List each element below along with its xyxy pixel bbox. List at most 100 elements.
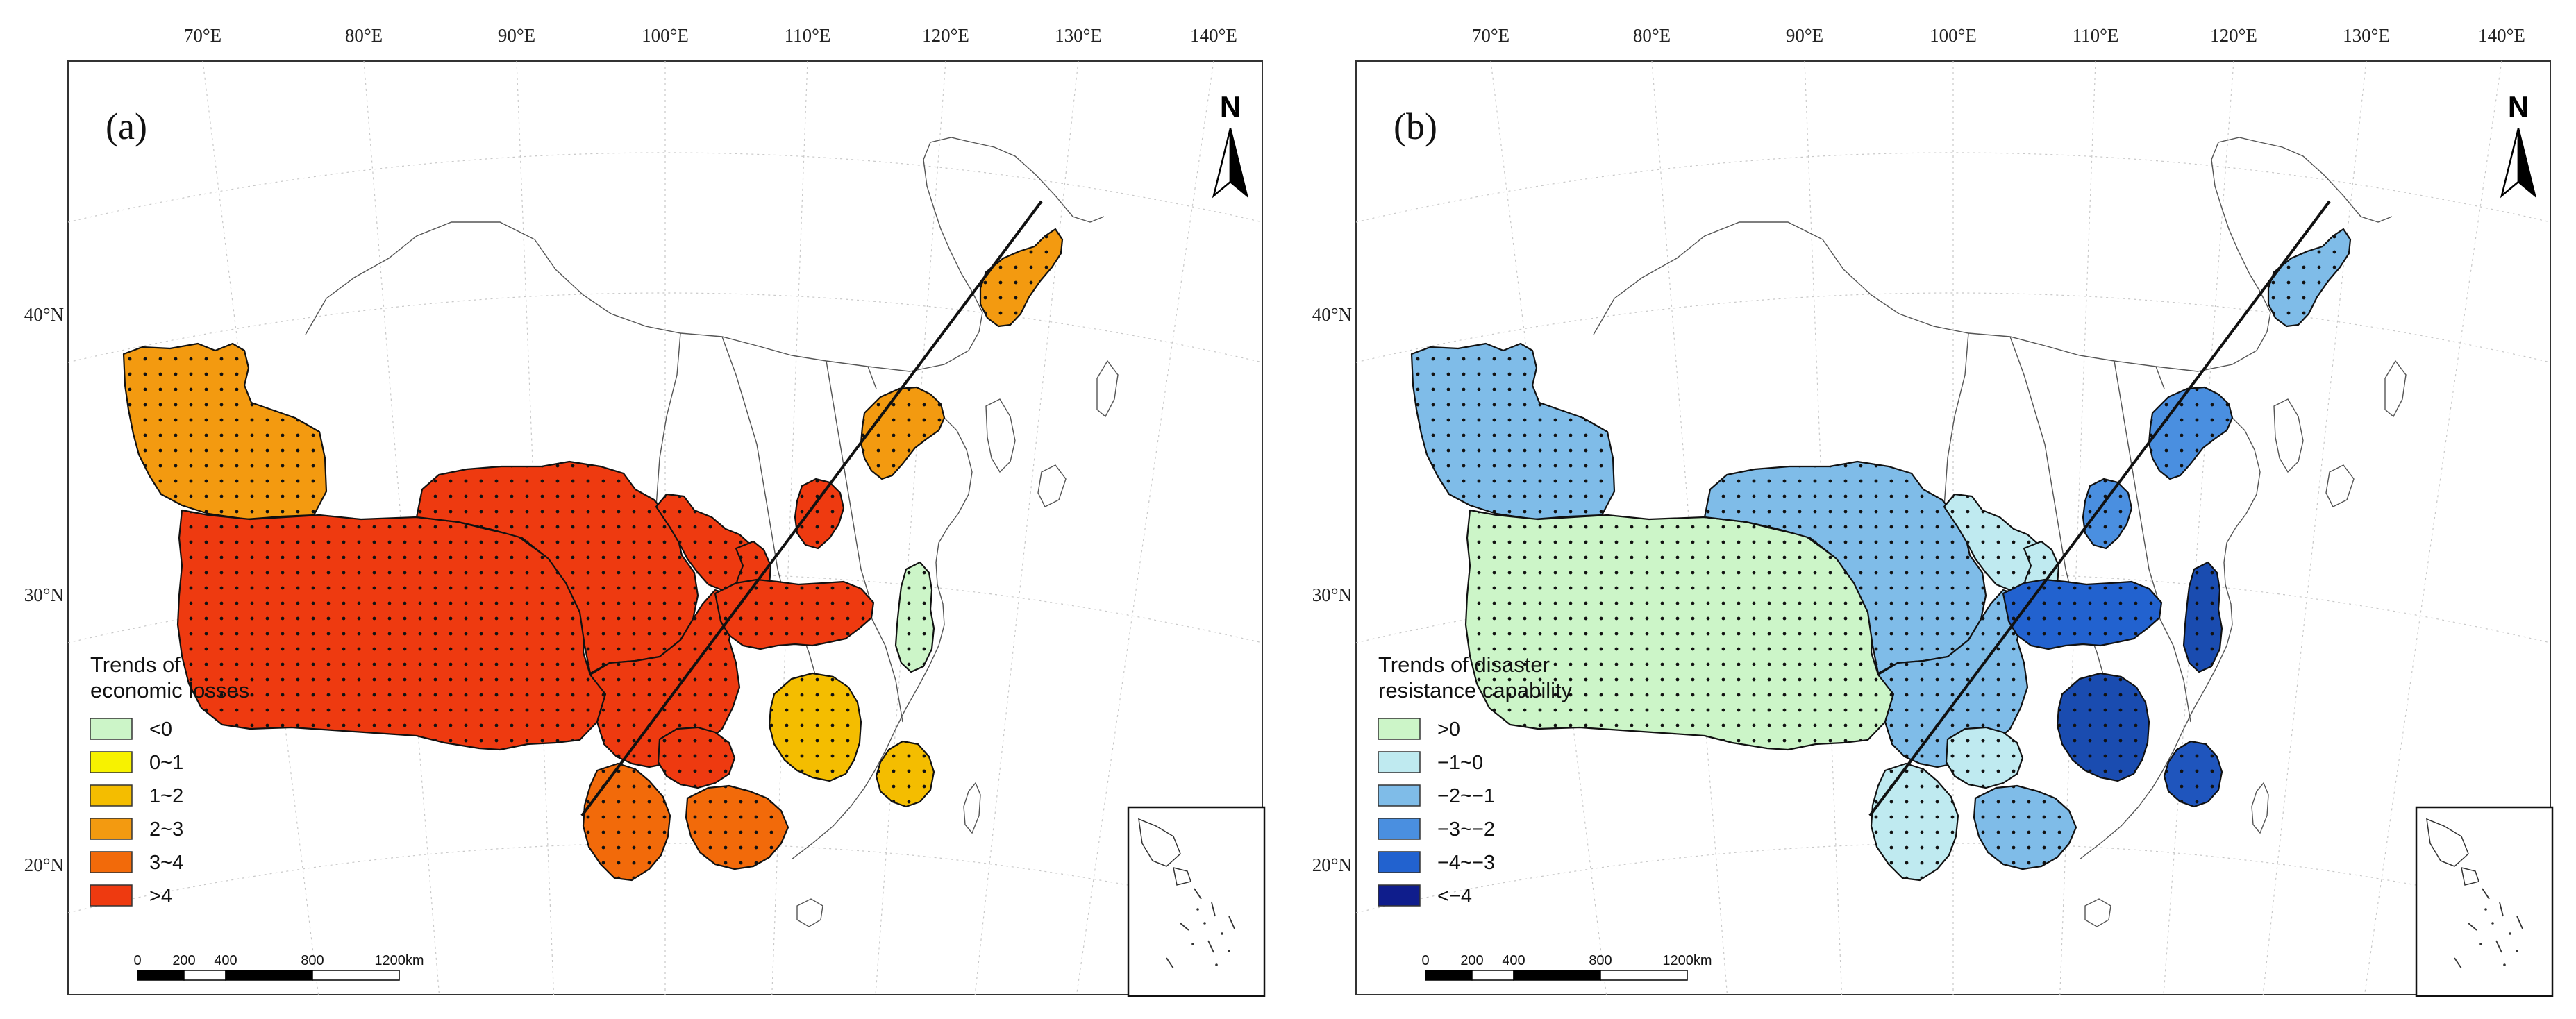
border-line [867,366,877,389]
scale-label: 200 [172,953,195,968]
north-arrow: N [2500,90,2537,199]
border-line [1037,464,1067,507]
scale-segment [1600,970,1688,981]
border-line [2251,782,2269,834]
border-line [1096,360,1119,418]
graticule-lon-line [2163,60,2234,995]
dots-hebei [2149,387,2232,479]
lat-tick-label: 20°N [24,854,64,875]
scale-segment [183,970,226,981]
graticule-lat-line [67,152,1263,223]
graticule-lon-line [2364,60,2502,995]
dots-yunnan [1871,764,1958,880]
south-china-sea-inset [1127,806,1266,997]
legend-title: resistance capability [1378,678,1573,702]
lon-tick-label: 130°E [1055,25,1102,46]
panel-label: (a) [106,106,147,147]
legend-swatch [1378,751,1421,773]
scale-bar: 0 200 400 800 1200km [133,953,424,981]
dots-xinjiang [124,344,326,519]
inset-boundary-dash [2499,902,2504,917]
graticule-lat-line [1355,152,2551,223]
legend-swatch [1378,884,1421,907]
legend-swatch [1378,784,1421,807]
map-a: 70°E 80°E 90°E 100°E 110°E 120°E 130°E 140°E 40°… [24,25,1266,997]
border-line [2079,417,2261,860]
scale-bar: 0 200 400 800 1200km [1421,953,1712,981]
inset-island-dot [2484,908,2487,911]
lat-tick-label: 40°N [24,304,64,325]
dots-jiangxi [769,673,861,781]
scale-label: 200 [1460,953,1483,968]
dots-anhui [896,562,934,672]
border-line [2114,360,2160,605]
inset-island-dot [1196,908,1199,911]
dots-jiangxi [2057,673,2149,781]
dots-guangxi [686,786,788,869]
border-line [655,332,681,507]
legend-label: <0 [149,718,172,741]
legend-label: 0~1 [149,752,183,774]
map-panel-a: 70°E 80°E 90°E 100°E 110°E 120°E 130°E 140°E 40°… [24,25,1266,997]
inset-island-dot [1228,950,1230,952]
legend-label: 3~4 [149,852,183,874]
border-line [2211,137,2393,313]
legend-label: −2~−1 [1437,785,1495,807]
legend-swatch [90,784,133,807]
inset-coast [1138,818,1181,867]
border-line [985,398,1016,473]
south-china-sea-inset [2415,806,2554,997]
scale-segment [1425,970,1473,981]
inset-island-dot [2491,922,2494,925]
border-line [2084,898,2111,927]
province-borders [305,137,1119,927]
dots-hubei [2003,580,2161,649]
dots-heilongjiang [2268,229,2350,326]
border-line [796,898,823,927]
border-line [2009,336,2073,598]
graticule-lat-line [1355,843,2551,913]
scale-label: 800 [301,953,324,968]
legend-label: 2~3 [149,818,183,841]
inset-boundary-dash [1166,957,1174,969]
legend-swatch [90,851,133,873]
lon-tick-label: 120°E [2210,25,2257,46]
dots-yunnan [583,764,670,880]
legend-swatch [1378,718,1421,740]
hu-line [580,200,1043,817]
north-arrow-right [2517,128,2537,199]
inset-boundary-dash [2468,923,2477,931]
legend-swatch [90,884,133,907]
dots-tibet [178,510,605,750]
graticule-lon-line [1076,60,1214,995]
dots-guizhou [658,727,735,788]
inset-island-dot [2503,963,2506,966]
graticule-lon-line [202,60,319,995]
north-label: N [1220,90,1241,123]
scale-label: 1200km [374,953,424,968]
legend-label: −1~0 [1437,752,1483,774]
scale-segment [312,970,400,981]
inset-island-dot [1203,922,1206,925]
lon-tick-label: 140°E [1190,25,1237,46]
legend-label: −4~−3 [1437,852,1495,874]
scale-segment [1513,970,1601,981]
dots-sichuan [590,590,739,767]
inset-boundary-dash [1211,902,1216,917]
inset-boundary-dash [1194,888,1202,900]
lon-tick-label: 80°E [345,25,383,46]
map-panel-b: 70°E 80°E 90°E 100°E 110°E 120°E 130°E 140°E 40°… [1288,0,2576,1019]
dots-guangxi [1974,786,2076,869]
border-line [1593,221,2271,372]
lat-tick-label: 40°N [1312,304,1352,325]
lon-tick-label: 110°E [2073,25,2119,46]
lon-tick-label: 90°E [1786,25,1823,46]
graticule-lon-line [974,60,1079,995]
inset-island-dot [1221,932,1223,935]
border-line [2273,398,2304,473]
lon-tick-label: 120°E [922,25,969,46]
legend-title: Trends of disaster [1378,652,1550,677]
legend-label: 1~2 [149,785,183,807]
legend-swatch [90,818,133,840]
dots-tibet [1466,510,1893,750]
